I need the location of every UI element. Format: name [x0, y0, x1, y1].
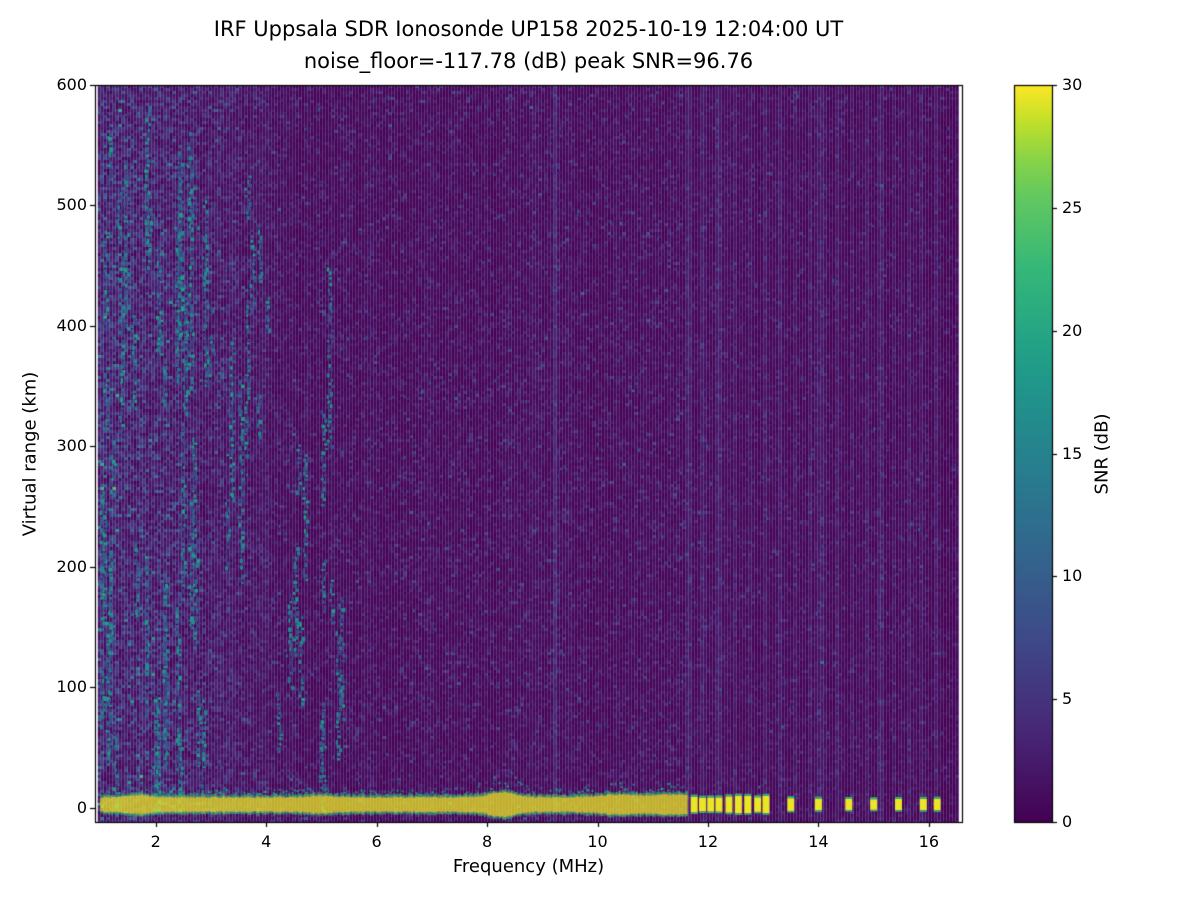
y-axis-label: Virtual range (km) — [19, 371, 41, 537]
colorbar-tick-label: 15 — [1062, 443, 1083, 463]
chart-subtitle: noise_floor=-117.78 (dB) peak SNR=96.76 — [303, 49, 754, 73]
colorbar-tick-label: 30 — [1062, 75, 1083, 94]
x-tick-label: 8 — [481, 832, 493, 851]
y-tick-label: 200 — [56, 556, 87, 576]
x-tick-label: 6 — [371, 832, 382, 851]
x-tick-label: 10 — [587, 832, 608, 851]
y-tick-label: 100 — [56, 677, 87, 697]
x-tick-label: 16 — [918, 832, 940, 851]
x-tick-label: 12 — [697, 832, 719, 851]
y-tick-label: 400 — [56, 315, 87, 335]
x-axis-label: Frequency (MHz) — [452, 856, 605, 877]
colorbar-tick-label: 0 — [1062, 812, 1073, 831]
y-tick-label: 0 — [76, 797, 87, 817]
x-tick-label: 14 — [808, 832, 829, 851]
colorbar-tick-label: 5 — [1062, 689, 1073, 709]
x-tick-label: 4 — [261, 832, 272, 851]
colorbar-tick-label: 10 — [1062, 566, 1083, 586]
chart-title: IRF Uppsala SDR Ionosonde UP158 2025-10-… — [213, 17, 844, 41]
y-tick-label: 500 — [56, 195, 87, 215]
x-tick-label: 2 — [150, 832, 161, 851]
colorbar-tick-label: 20 — [1062, 320, 1083, 340]
colorbar-tick-label: 25 — [1062, 197, 1083, 217]
y-tick-label: 300 — [56, 436, 87, 456]
y-tick-label: 600 — [56, 75, 87, 94]
